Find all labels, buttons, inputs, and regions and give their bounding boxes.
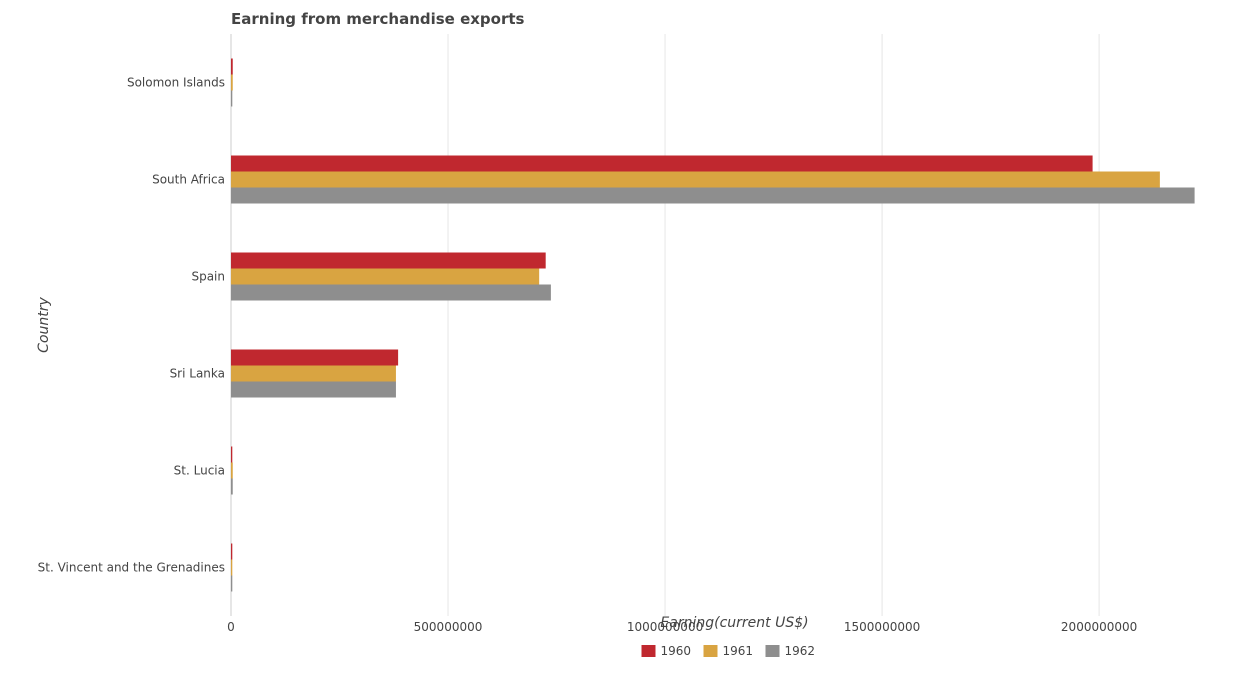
x-tick-labels: 0 500000000 1000000000 1500000000 2000000000 bbox=[227, 620, 1137, 634]
bar-st-vincent-and-the-grenadines-1960 bbox=[231, 543, 233, 560]
y-tick-label: Solomon Islands bbox=[127, 76, 225, 90]
x-tick-label: 500000000 bbox=[414, 620, 483, 634]
bar-solomon-islands-1961 bbox=[231, 74, 233, 91]
bars bbox=[231, 58, 1195, 592]
legend-label-1960: 1960 bbox=[661, 644, 692, 658]
bar-st-lucia-1962 bbox=[231, 478, 233, 495]
x-tick-label: 1500000000 bbox=[844, 620, 920, 634]
bar-south-africa-1961 bbox=[231, 171, 1160, 188]
chart-title: Earning from merchandise exports bbox=[231, 10, 525, 28]
bar-south-africa-1960 bbox=[231, 155, 1093, 172]
bar-solomon-islands-1962 bbox=[231, 90, 233, 107]
x-tick-label: 1000000000 bbox=[627, 620, 703, 634]
bar-st-lucia-1961 bbox=[231, 462, 233, 479]
bar-spain-1962 bbox=[231, 284, 551, 301]
bar-sri-lanka-1962 bbox=[231, 381, 396, 398]
bar-solomon-islands-1960 bbox=[231, 58, 233, 75]
x-tick-label: 0 bbox=[227, 620, 235, 634]
y-tick-labels: Solomon Islands South Africa Spain Sri Lank… bbox=[38, 76, 225, 575]
bar-st-vincent-and-the-grenadines-1961 bbox=[231, 559, 233, 576]
bar-st-lucia-1960 bbox=[231, 446, 233, 463]
y-tick-label: Spain bbox=[191, 270, 225, 284]
bar-sri-lanka-1960 bbox=[231, 349, 399, 366]
plot-area bbox=[231, 34, 1238, 616]
y-tick-label: St. Vincent and the Grenadines bbox=[38, 561, 225, 575]
y-tick-label: St. Lucia bbox=[174, 464, 225, 478]
x-tick-label: 2000000000 bbox=[1061, 620, 1137, 634]
legend-swatch-1960 bbox=[641, 645, 656, 657]
bar-sri-lanka-1961 bbox=[231, 365, 396, 382]
bar-south-africa-1962 bbox=[231, 187, 1195, 204]
y-axis-label: Country bbox=[36, 296, 52, 352]
legend-label-1961: 1961 bbox=[723, 644, 754, 658]
bar-st-vincent-and-the-grenadines-1962 bbox=[231, 575, 233, 592]
bar-spain-1960 bbox=[231, 252, 546, 269]
legend-swatch-1962 bbox=[765, 645, 780, 657]
bar-spain-1961 bbox=[231, 268, 540, 285]
legend-swatch-1961 bbox=[703, 645, 718, 657]
legend: 1960 1961 1962 bbox=[641, 644, 816, 658]
x-axis-label: Earning(current US$) bbox=[660, 615, 808, 631]
legend-label-1962: 1962 bbox=[785, 644, 816, 658]
y-tick-label: South Africa bbox=[152, 173, 225, 187]
y-tick-label: Sri Lanka bbox=[170, 367, 225, 381]
gridlines bbox=[230, 34, 1100, 616]
